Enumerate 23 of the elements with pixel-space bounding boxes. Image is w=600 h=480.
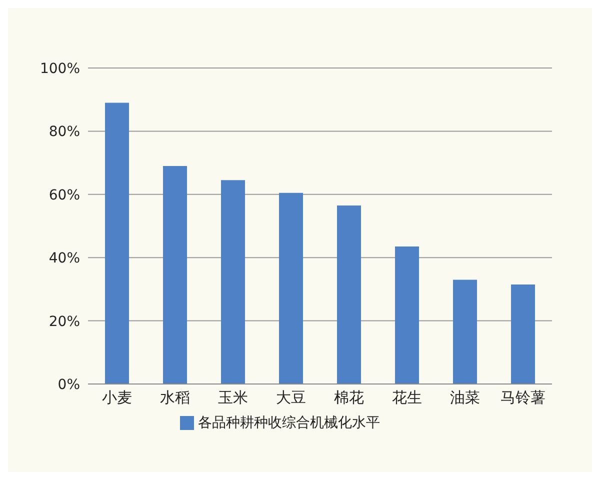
x-tick-label: 棉花 <box>334 388 364 407</box>
bar <box>395 246 419 384</box>
bar <box>105 102 129 384</box>
x-tick-label: 水稻 <box>160 388 190 407</box>
bar <box>163 166 187 384</box>
y-tick-label: 20% <box>48 314 80 330</box>
y-tick-label: 40% <box>48 250 80 267</box>
y-tick-label: 0% <box>58 376 80 393</box>
bar <box>279 192 303 384</box>
bar <box>453 280 477 384</box>
y-tick-label: 60% <box>48 187 80 204</box>
y-tick-label: 80% <box>48 124 80 140</box>
x-tick-label: 油菜 <box>450 388 480 407</box>
x-tick-label: 玉米 <box>218 388 248 407</box>
x-tick-label: 马铃薯 <box>500 388 546 407</box>
x-tick-label: 小麦 <box>102 388 132 407</box>
bar <box>221 180 245 384</box>
bar <box>511 284 535 384</box>
x-tick-label: 大豆 <box>276 388 306 407</box>
legend-label: 各品种耕种收综合机械化水平 <box>198 415 380 431</box>
bar <box>337 205 361 384</box>
x-tick-label: 花生 <box>392 388 422 407</box>
y-tick-label: 100% <box>40 60 80 77</box>
